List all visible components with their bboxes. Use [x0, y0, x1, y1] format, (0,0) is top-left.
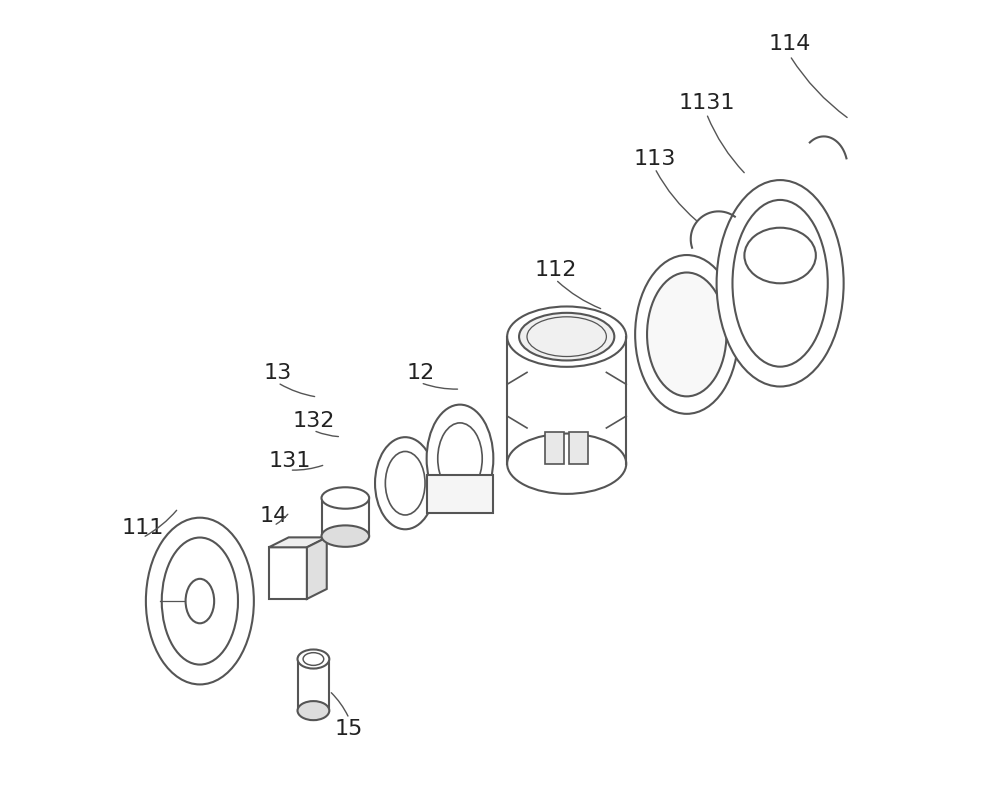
Text: 14: 14 [260, 506, 288, 526]
Ellipse shape [507, 434, 626, 494]
Ellipse shape [146, 518, 254, 684]
Ellipse shape [717, 180, 844, 387]
Ellipse shape [375, 437, 435, 530]
Polygon shape [269, 538, 327, 547]
Ellipse shape [298, 649, 329, 669]
Ellipse shape [744, 228, 816, 283]
Polygon shape [427, 476, 493, 513]
Polygon shape [569, 432, 588, 464]
Ellipse shape [322, 526, 369, 547]
Ellipse shape [298, 701, 329, 720]
Polygon shape [298, 659, 329, 711]
Polygon shape [269, 547, 307, 599]
Text: 132: 132 [292, 410, 335, 431]
Polygon shape [307, 538, 327, 599]
Text: 112: 112 [534, 260, 577, 280]
Text: 13: 13 [264, 363, 292, 384]
Polygon shape [322, 498, 369, 536]
Text: 131: 131 [268, 450, 311, 471]
Ellipse shape [635, 255, 738, 414]
Polygon shape [545, 432, 564, 464]
Ellipse shape [322, 488, 369, 509]
Ellipse shape [427, 405, 493, 513]
Ellipse shape [519, 313, 614, 360]
Text: 113: 113 [634, 148, 676, 169]
Text: 15: 15 [335, 719, 363, 739]
Ellipse shape [507, 306, 626, 367]
Text: 12: 12 [406, 363, 435, 384]
Text: 111: 111 [122, 518, 164, 538]
Ellipse shape [647, 272, 726, 396]
Text: 1131: 1131 [678, 93, 735, 114]
Text: 114: 114 [769, 33, 811, 54]
